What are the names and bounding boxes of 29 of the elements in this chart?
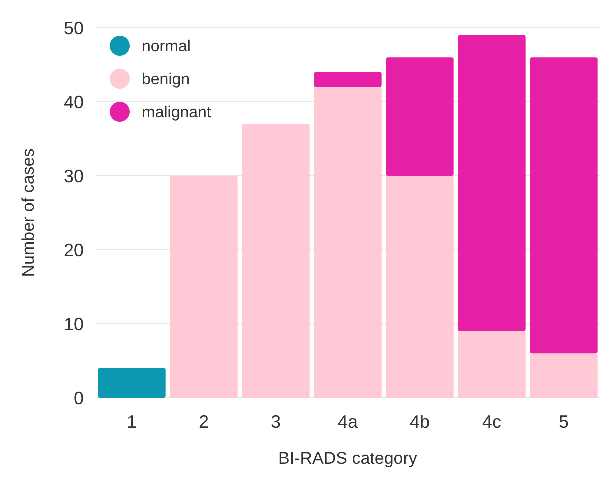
y-tick-label: 20 <box>64 240 84 260</box>
legend-label: benign <box>142 72 190 89</box>
x-tick-label: 4a <box>338 412 359 432</box>
bar <box>386 58 454 176</box>
y-tick-label: 50 <box>64 18 84 38</box>
x-tick-label: 1 <box>126 412 138 432</box>
x-tick-label: 3 <box>270 412 282 432</box>
bar <box>458 35 526 332</box>
y-tick-label: 0 <box>74 388 84 408</box>
x-tick-label: 5 <box>558 412 570 432</box>
bar <box>98 368 166 398</box>
bar <box>386 176 454 398</box>
x-tick-label: 2 <box>198 412 210 432</box>
y-tick-label: 40 <box>64 92 84 112</box>
bar <box>242 124 310 398</box>
bar <box>458 331 526 398</box>
legend-label: malignant <box>142 104 212 122</box>
bar <box>314 87 382 398</box>
bar <box>530 354 598 398</box>
bar <box>530 58 598 354</box>
legend-label: normal <box>142 38 191 56</box>
y-tick-label: 30 <box>64 166 84 186</box>
y-tick-label: 10 <box>64 314 84 334</box>
x-tick-label: 4c <box>482 412 502 432</box>
x-axis-title: BI-RADS category <box>278 449 418 468</box>
x-tick-label: 4b <box>410 412 430 432</box>
bar <box>314 72 382 88</box>
y-axis-title: Number of cases <box>19 148 38 278</box>
bar <box>170 176 238 398</box>
